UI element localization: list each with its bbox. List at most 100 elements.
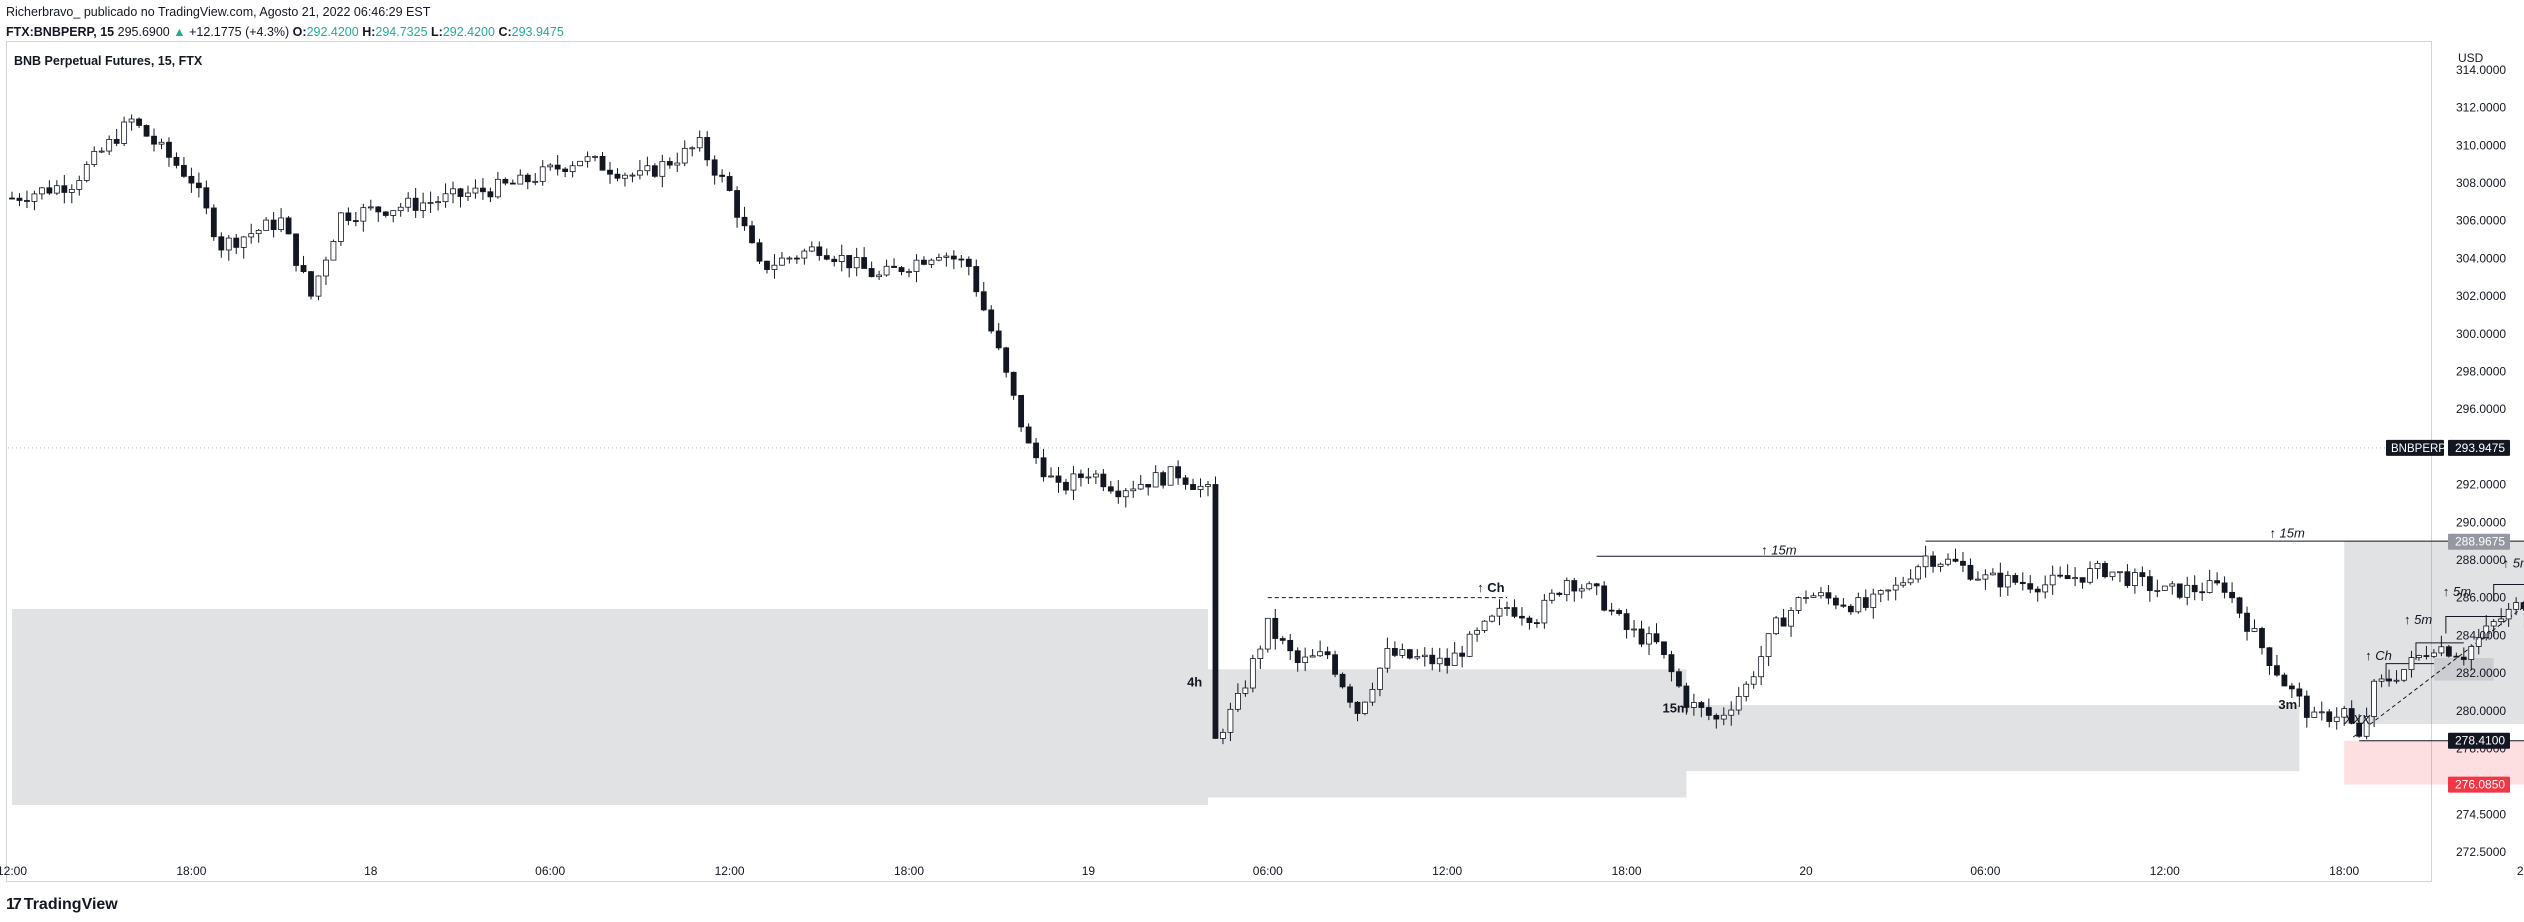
- candle-body: [1563, 580, 1570, 596]
- chart-frame[interactable]: [6, 41, 2432, 882]
- candle-body: [808, 246, 815, 252]
- chart-annotation: ↑ 5m: [2404, 612, 2432, 627]
- candle-body: [2102, 563, 2108, 578]
- candle-body: [1063, 481, 1069, 491]
- candle-body: [1474, 630, 1480, 635]
- candle-body: [1683, 685, 1690, 708]
- candle-body: [2161, 585, 2168, 591]
- candle-body: [831, 258, 838, 262]
- candle-body: [614, 173, 621, 179]
- candle-body: [61, 185, 68, 193]
- candle-body: [1070, 473, 1077, 491]
- candle-body: [2251, 628, 2258, 632]
- candle-body: [644, 165, 651, 172]
- candle-body: [2139, 572, 2146, 577]
- candle-body: [2281, 674, 2288, 687]
- candle-body: [195, 182, 202, 189]
- candle-body: [696, 137, 703, 149]
- candle-body: [1870, 593, 1877, 608]
- y-tick-label: 296.0000: [2456, 402, 2506, 416]
- candle-body: [1720, 714, 1727, 720]
- candle-body: [1459, 652, 1466, 657]
- close-value: 293.9475: [511, 25, 564, 39]
- price-tag: [2448, 439, 2510, 456]
- candle-body: [666, 161, 673, 166]
- candle-body: [390, 210, 397, 216]
- candle-body: [83, 164, 90, 181]
- change-up-icon: ▲: [173, 25, 186, 39]
- candle-body: [1795, 597, 1802, 611]
- change-value: +12.1775 (+4.3%): [189, 25, 290, 39]
- x-tick-label: 21: [2517, 864, 2524, 878]
- candle-body: [1825, 592, 1832, 599]
- candle-body: [1810, 595, 1817, 598]
- candle-body: [1212, 484, 1219, 739]
- candle-body: [1743, 683, 1750, 697]
- candle-body: [1332, 654, 1338, 675]
- y-tick-label: 304.0000: [2456, 251, 2506, 265]
- candle-body: [1309, 655, 1316, 658]
- candle-body: [1945, 558, 1951, 565]
- price-tag: [2448, 533, 2510, 550]
- candle-body: [1384, 648, 1391, 669]
- candle-body: [502, 178, 509, 184]
- candle-body: [1130, 488, 1137, 492]
- candle-body: [472, 187, 479, 194]
- candle-body: [240, 236, 247, 248]
- candle-body: [681, 147, 688, 164]
- candle-body: [2378, 678, 2385, 682]
- candle-body: [300, 265, 307, 272]
- candle-body: [2416, 655, 2422, 659]
- candle-body: [1272, 617, 1279, 639]
- chart-annotation: ↑ Ch: [1477, 580, 1505, 595]
- candle-body: [793, 257, 800, 260]
- candle-body: [435, 201, 441, 204]
- candle-body: [898, 267, 905, 273]
- candle-body: [891, 265, 897, 268]
- candle-body: [2012, 575, 2019, 583]
- candle-body: [2131, 572, 2138, 586]
- candle-body: [1773, 617, 1779, 635]
- x-tick-label: 12:00: [1432, 864, 1462, 878]
- high-label: H:: [362, 25, 376, 39]
- candle-body: [1324, 651, 1331, 656]
- price-tag-label: 278.4100: [2455, 734, 2505, 748]
- structure-break-line: [2385, 663, 2434, 681]
- candle-body: [248, 233, 255, 238]
- candle-body: [883, 265, 890, 276]
- candle-body: [255, 229, 262, 235]
- y-tick-label: 280.0000: [2456, 704, 2506, 718]
- candle-body: [577, 160, 583, 167]
- candle-body: [562, 168, 569, 173]
- candle-body: [2117, 571, 2123, 574]
- candle-body: [181, 165, 187, 177]
- candle-body: [1638, 628, 1645, 645]
- candle-body: [427, 202, 434, 204]
- candle-body: [450, 188, 456, 195]
- high-value: 294.7325: [375, 25, 428, 39]
- candle-body: [1242, 687, 1249, 694]
- candle-body: [487, 191, 494, 198]
- candle-body: [1339, 673, 1346, 688]
- y-tick-label: 314.0000: [2456, 63, 2506, 77]
- candle-body: [1623, 613, 1630, 630]
- candle-body: [210, 207, 217, 238]
- candle-body: [173, 156, 180, 166]
- x-tick-label: 06:00: [1970, 864, 2000, 878]
- candle-body: [1526, 617, 1533, 623]
- candle-body: [1915, 566, 1922, 580]
- candle-body: [2184, 584, 2191, 598]
- y-tick-label: 312.0000: [2456, 101, 2506, 115]
- candle-body: [1833, 597, 1839, 606]
- candle-body: [1160, 472, 1167, 486]
- candle-body: [2214, 580, 2221, 584]
- candle-body: [1182, 477, 1189, 485]
- candle-body: [2087, 568, 2093, 583]
- candle-body: [2236, 597, 2243, 614]
- candle-body: [726, 176, 733, 191]
- supply-demand-zone: [12, 608, 1208, 806]
- candle-body: [1601, 585, 1608, 611]
- candle-body: [1205, 484, 1211, 487]
- candle-body: [861, 257, 868, 269]
